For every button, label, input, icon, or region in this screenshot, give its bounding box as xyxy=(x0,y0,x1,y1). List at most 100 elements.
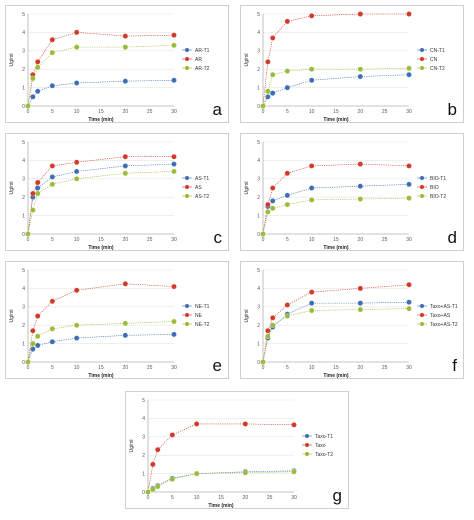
x-tick-label: 10 xyxy=(194,495,200,501)
legend-label: Taxo xyxy=(315,443,326,449)
x-tick-label: 5 xyxy=(286,365,289,371)
data-point xyxy=(406,195,412,201)
legend-label: CN xyxy=(430,57,438,63)
chart-svg: 0 1 2 3 4 5 0 5 10 15 20 25 30 Time (min) Ug/ml AR-T1 AR… xyxy=(9,12,210,123)
y-tick-label: 2 xyxy=(142,453,145,459)
x-tick-label: 5 xyxy=(286,237,289,243)
chart-svg: 0 1 2 3 4 5 0 5 10 15 20 25 30 Time (min) Ug/ml Taxo-T1… xyxy=(129,398,333,509)
data-point xyxy=(122,163,129,169)
legend-label: AR-T2 xyxy=(195,66,210,72)
series-line-Taxo+AS xyxy=(262,284,410,363)
data-point xyxy=(308,77,315,83)
data-point xyxy=(265,59,271,65)
chart-svg: 0 1 2 3 4 5 0 5 10 15 20 25 30 Time (min) Ug/ml NE-T1 NE… xyxy=(9,268,210,379)
y-tick-label: 1 xyxy=(22,85,25,91)
data-point xyxy=(169,432,176,438)
data-point xyxy=(171,42,177,49)
y-tick-label: 5 xyxy=(22,12,25,18)
data-point xyxy=(34,64,41,71)
x-tick-label: 0 xyxy=(262,365,265,371)
data-point xyxy=(406,71,412,78)
data-point xyxy=(242,421,249,427)
chart-panel-c: 0 1 2 3 4 5 0 5 10 15 20 25 30 Time (min) Ug/ml AS-T1 AS… xyxy=(5,133,229,251)
y-axis-label: Ug/ml xyxy=(9,53,15,66)
series-line-NE-T1 xyxy=(27,334,175,363)
series-line-CN xyxy=(262,13,409,107)
x-tick-label: 10 xyxy=(74,365,80,371)
data-point xyxy=(34,59,41,65)
data-point xyxy=(265,201,271,208)
y-tick-label: 2 xyxy=(22,195,25,201)
x-axis-label: Time (min) xyxy=(323,373,349,379)
x-tick-label: 0 xyxy=(27,237,30,243)
series-line-CN-T1 xyxy=(262,74,410,107)
data-point xyxy=(269,35,276,41)
data-point xyxy=(357,196,364,202)
y-tick-label: 1 xyxy=(22,213,25,219)
legend-swatch xyxy=(185,313,189,317)
data-point xyxy=(122,320,129,327)
y-tick-label: 0 xyxy=(257,232,260,238)
data-point xyxy=(154,446,161,453)
y-tick-label: 3 xyxy=(22,305,25,311)
legend-label: NE xyxy=(195,313,203,319)
data-point xyxy=(269,315,276,321)
data-point xyxy=(357,306,364,313)
data-point xyxy=(154,483,161,490)
data-point xyxy=(122,153,129,160)
x-tick-label: 30 xyxy=(406,109,412,115)
data-point xyxy=(171,331,177,338)
data-point xyxy=(260,231,266,237)
y-tick-label: 5 xyxy=(257,268,260,274)
y-axis-label: Ug/ml xyxy=(244,309,250,322)
legend-swatch xyxy=(420,66,424,70)
data-point xyxy=(73,29,80,36)
data-point xyxy=(284,201,291,208)
series-line-Taxo-T2 xyxy=(147,471,295,493)
data-point xyxy=(291,469,297,475)
legend-swatch xyxy=(185,194,189,198)
y-tick-label: 1 xyxy=(22,341,25,347)
x-tick-label: 15 xyxy=(333,109,339,115)
legend-label: AR xyxy=(195,57,202,63)
data-point xyxy=(242,469,249,476)
legend-swatch xyxy=(420,322,424,326)
data-point xyxy=(34,333,41,339)
panel-letter: g xyxy=(332,486,342,505)
data-point xyxy=(171,283,177,290)
y-tick-label: 5 xyxy=(257,140,260,146)
y-tick-label: 5 xyxy=(257,12,260,18)
data-point xyxy=(73,80,80,86)
y-axis-label: Ug/ml xyxy=(244,181,250,194)
data-point xyxy=(308,185,315,191)
data-point xyxy=(260,103,266,109)
y-tick-label: 4 xyxy=(257,158,260,164)
x-tick-label: 0 xyxy=(262,237,265,243)
data-point xyxy=(30,190,36,197)
data-point xyxy=(269,71,276,78)
y-tick-label: 3 xyxy=(257,177,260,183)
legend-label: BIO-T2 xyxy=(430,194,446,200)
x-tick-label: 5 xyxy=(286,109,289,115)
data-point xyxy=(269,198,276,204)
x-tick-label: 30 xyxy=(171,365,177,371)
x-tick-label: 10 xyxy=(309,237,315,243)
series-line-Taxo+AS-T1 xyxy=(262,301,410,363)
x-tick-label: 15 xyxy=(98,109,104,115)
chart-panel-e: 0 1 2 3 4 5 0 5 10 15 20 25 30 Time (min) Ug/ml NE-T1 NE… xyxy=(5,261,229,379)
y-axis-label: Ug/ml xyxy=(244,53,250,66)
data-point xyxy=(357,11,364,17)
panel-letter: a xyxy=(212,100,222,119)
data-point xyxy=(171,32,177,38)
chart-svg: 0 1 2 3 4 5 0 5 10 15 20 25 30 Time (min) Ug/ml BIO-T1 B… xyxy=(244,140,446,251)
x-tick-label: 25 xyxy=(382,109,388,115)
x-tick-label: 20 xyxy=(358,109,364,115)
x-axis-label: Time (min) xyxy=(88,373,114,379)
data-point xyxy=(193,470,200,477)
legend-swatch xyxy=(185,66,189,70)
x-tick-label: 25 xyxy=(147,109,153,115)
panel-letter: b xyxy=(447,100,457,119)
data-point xyxy=(25,231,31,237)
legend-swatch xyxy=(185,304,189,308)
y-tick-label: 3 xyxy=(22,49,25,55)
